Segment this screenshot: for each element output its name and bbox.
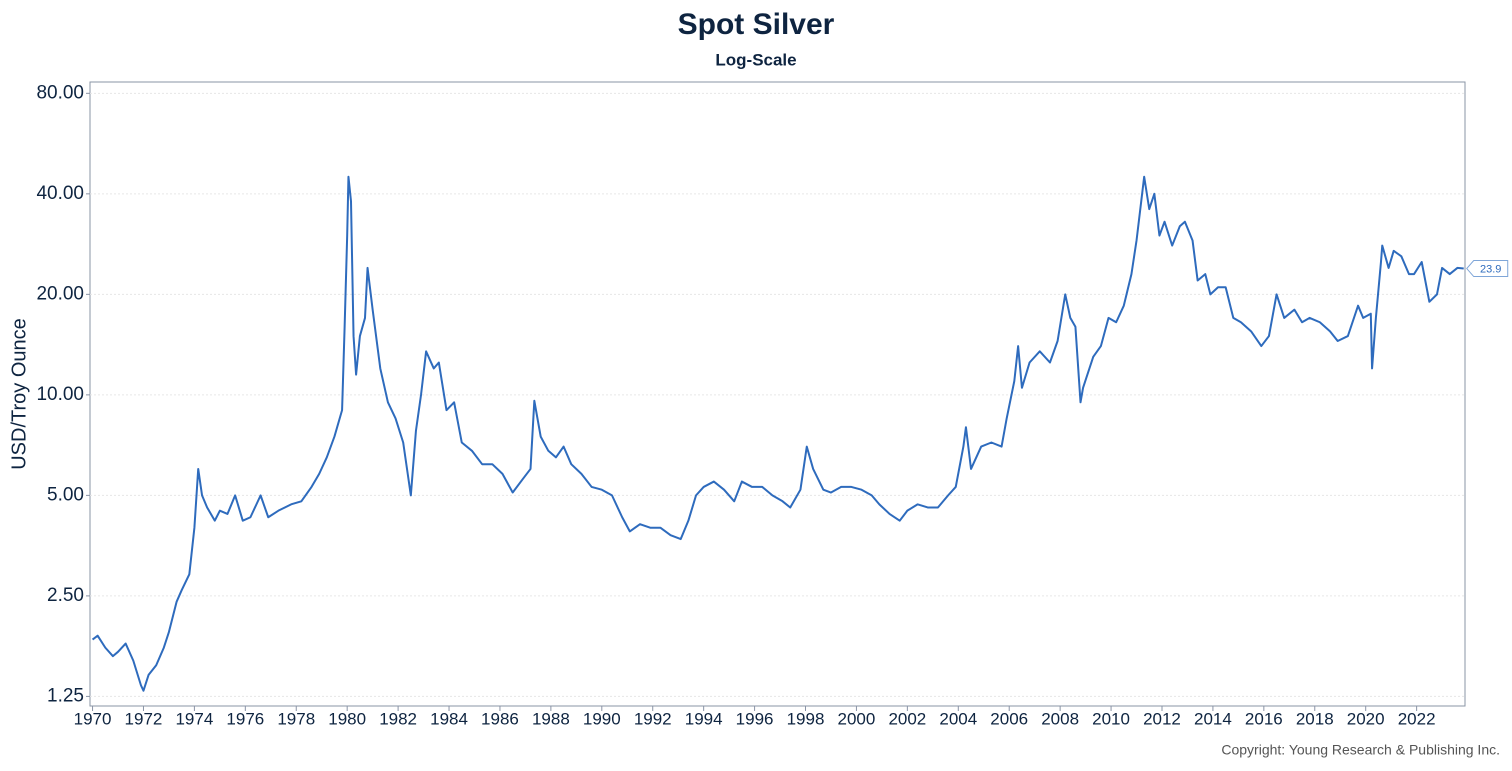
x-tick-label: 2016 [1245, 709, 1283, 728]
x-tick-label: 1978 [277, 709, 315, 728]
x-tick-label: 1998 [787, 709, 825, 728]
x-tick-label: 1974 [175, 709, 213, 728]
price-line [91, 175, 1464, 692]
x-tick-label: 2022 [1398, 709, 1436, 728]
x-tick-label: 1982 [379, 709, 417, 728]
x-tick-label: 2002 [888, 709, 926, 728]
plot-frame [89, 81, 1466, 707]
y-tick-label: 20.00 [36, 283, 84, 304]
annotation-label: 23.9 [1480, 263, 1501, 275]
y-tick-label: 2.50 [47, 585, 84, 606]
x-tick-label: 2018 [1296, 709, 1334, 728]
x-tick-label: 2000 [838, 709, 876, 728]
y-axis-label: USD/Troy Ounce [8, 318, 30, 470]
x-tick-label: 1992 [634, 709, 672, 728]
chart-subtitle: Log-Scale [715, 50, 796, 69]
chart-title: Spot Silver [678, 8, 835, 41]
x-tick-label: 1980 [328, 709, 366, 728]
x-tick-label: 1984 [430, 709, 468, 728]
x-tick-label: 1970 [74, 709, 112, 728]
x-tick-label: 1988 [532, 709, 570, 728]
x-tick-label: 2004 [939, 709, 977, 728]
y-tick-label: 10.00 [36, 384, 84, 405]
x-tick-label: 1994 [685, 709, 723, 728]
x-tick-label: 2014 [1194, 709, 1232, 728]
source-note: Copyright: Young Research & Publishing I… [1221, 742, 1500, 758]
x-tick-label: 2010 [1092, 709, 1130, 728]
y-tick-label: 40.00 [36, 183, 84, 204]
x-tick-label: 2012 [1143, 709, 1181, 728]
x-tick-label: 2020 [1347, 709, 1385, 728]
x-tick-label: 1976 [226, 709, 264, 728]
y-tick-label: 1.25 [47, 685, 84, 706]
x-tick-label: 1972 [125, 709, 163, 728]
y-tick-label: 80.00 [36, 82, 84, 103]
y-tick-label: 5.00 [47, 484, 84, 505]
annotation-box [1466, 260, 1509, 278]
x-tick-label: 1990 [583, 709, 621, 728]
x-tick-label: 1996 [736, 709, 774, 728]
x-tick-label: 2008 [1041, 709, 1079, 728]
x-tick-label: 1986 [481, 709, 519, 728]
x-tick-label: 2006 [990, 709, 1028, 728]
